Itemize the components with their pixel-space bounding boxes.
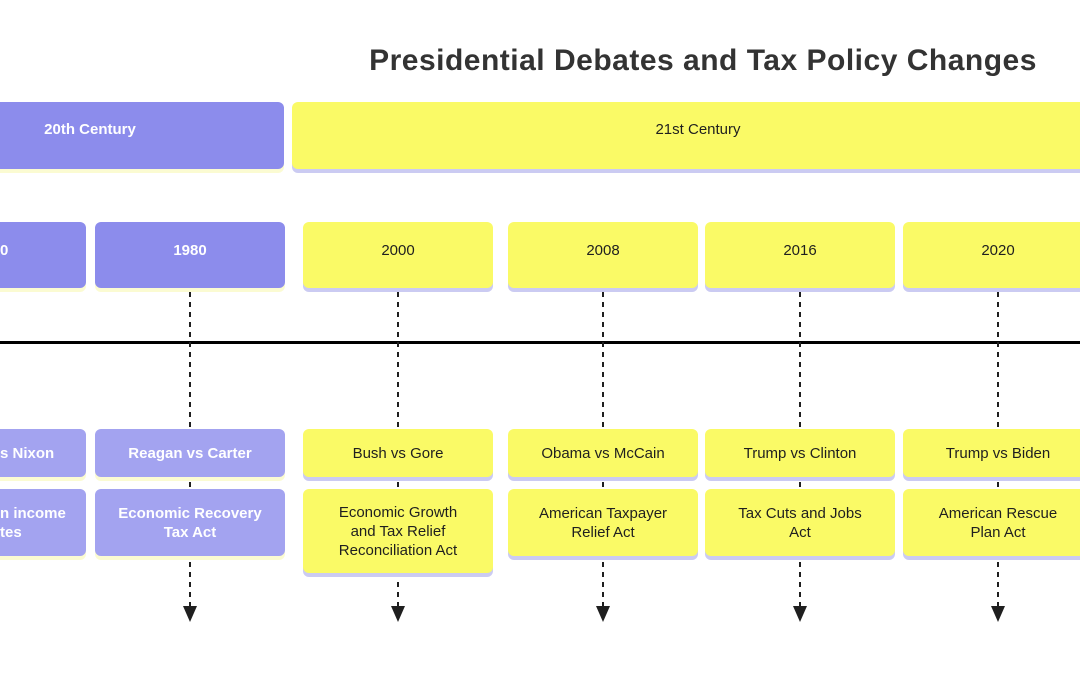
year-label: 2008	[586, 241, 620, 259]
timeline-column-2020: 2020 Trump vs Biden American Rescue Plan…	[903, 0, 1080, 675]
tax-act-label: Economic Recovery Tax Act	[118, 504, 262, 541]
tax-act-box: Economic Recovery Tax Act	[95, 489, 285, 556]
arrow-down-icon	[991, 606, 1005, 622]
section-20th-century: 20th Century	[0, 102, 284, 169]
debate-label: Bush vs Gore	[352, 444, 444, 462]
tax-act-box: n income tes	[0, 489, 86, 556]
arrow-down-icon	[391, 606, 405, 622]
year-label: 2000	[381, 241, 415, 259]
year-box: 2020	[903, 222, 1080, 288]
tax-act-box: Economic Growth and Tax Relief Reconcili…	[303, 489, 493, 573]
year-box: 1980	[95, 222, 285, 288]
debate-box: s Nixon	[0, 429, 86, 477]
tax-act-box: Tax Cuts and Jobs Act	[705, 489, 895, 556]
tax-act-box: American Rescue Plan Act	[903, 489, 1080, 556]
debate-label: Trump vs Clinton	[743, 444, 857, 462]
year-box: 2000	[303, 222, 493, 288]
timeline-column-2008: 2008 Obama vs McCain American Taxpayer R…	[508, 0, 698, 675]
debate-label: Obama vs McCain	[541, 444, 665, 462]
debate-box: Obama vs McCain	[508, 429, 698, 477]
year-label: 2020	[981, 241, 1015, 259]
year-label: 2016	[783, 241, 817, 259]
timeline-column-1960: 0 s Nixon n income tes	[0, 0, 86, 675]
debate-label: Trump vs Biden	[945, 444, 1051, 462]
arrow-down-icon	[183, 606, 197, 622]
year-label: 1980	[173, 241, 207, 259]
year-box: 2008	[508, 222, 698, 288]
tax-act-label: Tax Cuts and Jobs Act	[738, 504, 862, 541]
timeline-column-1980: 1980 Reagan vs Carter Economic Recovery …	[95, 0, 285, 675]
year-box: 2016	[705, 222, 895, 288]
tax-act-box: American Taxpayer Relief Act	[508, 489, 698, 556]
debate-box: Bush vs Gore	[303, 429, 493, 477]
section-21st-century: 21st Century	[292, 102, 1080, 169]
tax-act-label: n income tes	[0, 504, 66, 541]
tax-act-label: American Taxpayer Relief Act	[538, 504, 668, 541]
year-label: 0	[0, 241, 9, 259]
year-box: 0	[0, 222, 86, 288]
timeline-column-2016: 2016 Trump vs Clinton Tax Cuts and Jobs …	[705, 0, 895, 675]
debate-box: Trump vs Clinton	[705, 429, 895, 477]
debate-box: Reagan vs Carter	[95, 429, 285, 477]
section-label: 20th Century	[44, 121, 136, 138]
arrow-down-icon	[596, 606, 610, 622]
debate-label: Reagan vs Carter	[128, 444, 252, 462]
timeline-column-2000: 2000 Bush vs Gore Economic Growth and Ta…	[303, 0, 493, 675]
tax-act-label: Economic Growth and Tax Relief Reconcili…	[338, 503, 458, 559]
debate-box: Trump vs Biden	[903, 429, 1080, 477]
page-title: Presidential Debates and Tax Policy Chan…	[369, 44, 1037, 77]
debate-label: s Nixon	[0, 444, 55, 462]
section-label: 21st Century	[655, 121, 741, 138]
timeline-axis	[0, 341, 1080, 344]
tax-act-label: American Rescue Plan Act	[938, 504, 1058, 541]
arrow-down-icon	[793, 606, 807, 622]
